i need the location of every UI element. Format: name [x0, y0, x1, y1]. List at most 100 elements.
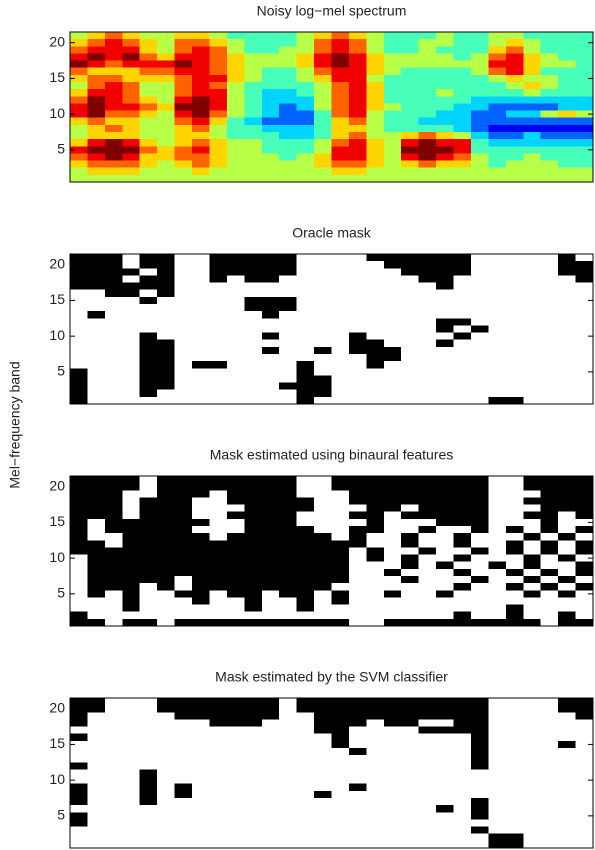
cell [279, 533, 298, 541]
cell [314, 561, 332, 570]
cell [314, 719, 332, 728]
cell [209, 533, 228, 541]
cell [470, 96, 489, 104]
cell [558, 576, 577, 584]
cell [348, 167, 367, 176]
cell [401, 153, 420, 162]
cell [279, 110, 298, 119]
cell [261, 174, 280, 183]
cell [226, 554, 245, 563]
cell [436, 67, 455, 76]
cell [157, 805, 176, 813]
cell [366, 561, 385, 570]
cell [261, 504, 280, 513]
cell [558, 618, 577, 627]
cell [314, 146, 332, 154]
cell [418, 268, 437, 276]
cell [366, 833, 385, 842]
cell [505, 261, 524, 269]
cell [401, 396, 420, 405]
cell [383, 117, 402, 126]
cell [139, 719, 158, 728]
cell [366, 346, 385, 355]
cell [261, 611, 280, 620]
cell [401, 776, 420, 785]
cell [436, 618, 455, 627]
cell [540, 590, 559, 598]
cell [174, 339, 193, 348]
cell [244, 497, 263, 506]
cell [296, 332, 315, 341]
cell [296, 805, 315, 813]
cell [244, 153, 263, 162]
cell [523, 819, 542, 828]
cell [226, 368, 245, 376]
cell [523, 740, 542, 749]
cell [366, 39, 385, 47]
cell [174, 103, 193, 112]
cell [192, 568, 210, 577]
cell [261, 382, 280, 391]
cell [122, 361, 141, 369]
cell [209, 96, 228, 104]
cell [87, 561, 106, 570]
cell [331, 769, 350, 778]
cell [226, 318, 245, 326]
cell [331, 375, 350, 384]
cell [418, 826, 437, 835]
cell [505, 89, 524, 97]
cell [366, 174, 385, 183]
cell [418, 776, 437, 785]
cell [139, 540, 158, 548]
cell [209, 74, 228, 83]
cell [558, 339, 577, 348]
cell [488, 124, 507, 133]
cell [540, 840, 559, 849]
cell [575, 726, 594, 735]
cell [157, 174, 176, 183]
cell [401, 698, 420, 706]
cell [470, 790, 489, 799]
cell [209, 261, 228, 269]
cell [296, 82, 315, 90]
cell [558, 755, 577, 763]
cell [488, 354, 507, 362]
cell [122, 483, 141, 491]
cell [470, 117, 489, 126]
cell [540, 296, 559, 305]
cell [418, 840, 437, 849]
cell [470, 740, 489, 749]
cell [558, 254, 577, 262]
cell [314, 368, 332, 376]
cell [174, 167, 193, 176]
cell [505, 762, 524, 770]
cell [87, 490, 106, 498]
cell [505, 82, 524, 90]
cell [174, 382, 193, 391]
cell [558, 826, 577, 835]
cell [244, 346, 263, 355]
cell [192, 318, 210, 326]
cell [139, 82, 158, 90]
cell [331, 805, 350, 813]
cell [575, 32, 594, 40]
cell [279, 304, 298, 312]
cell [348, 304, 367, 312]
cell [122, 32, 141, 40]
cell [558, 332, 577, 341]
cell [192, 819, 210, 828]
cell [279, 268, 298, 276]
cell [383, 719, 402, 728]
cell [436, 819, 455, 828]
cell [488, 590, 507, 598]
cell [540, 733, 559, 742]
cell [366, 339, 385, 348]
cell [261, 346, 280, 355]
cell [87, 540, 106, 548]
cell [279, 261, 298, 269]
cell [244, 805, 263, 813]
cell [70, 296, 88, 305]
cell [401, 597, 420, 606]
cell [436, 82, 455, 90]
cell [226, 74, 245, 83]
